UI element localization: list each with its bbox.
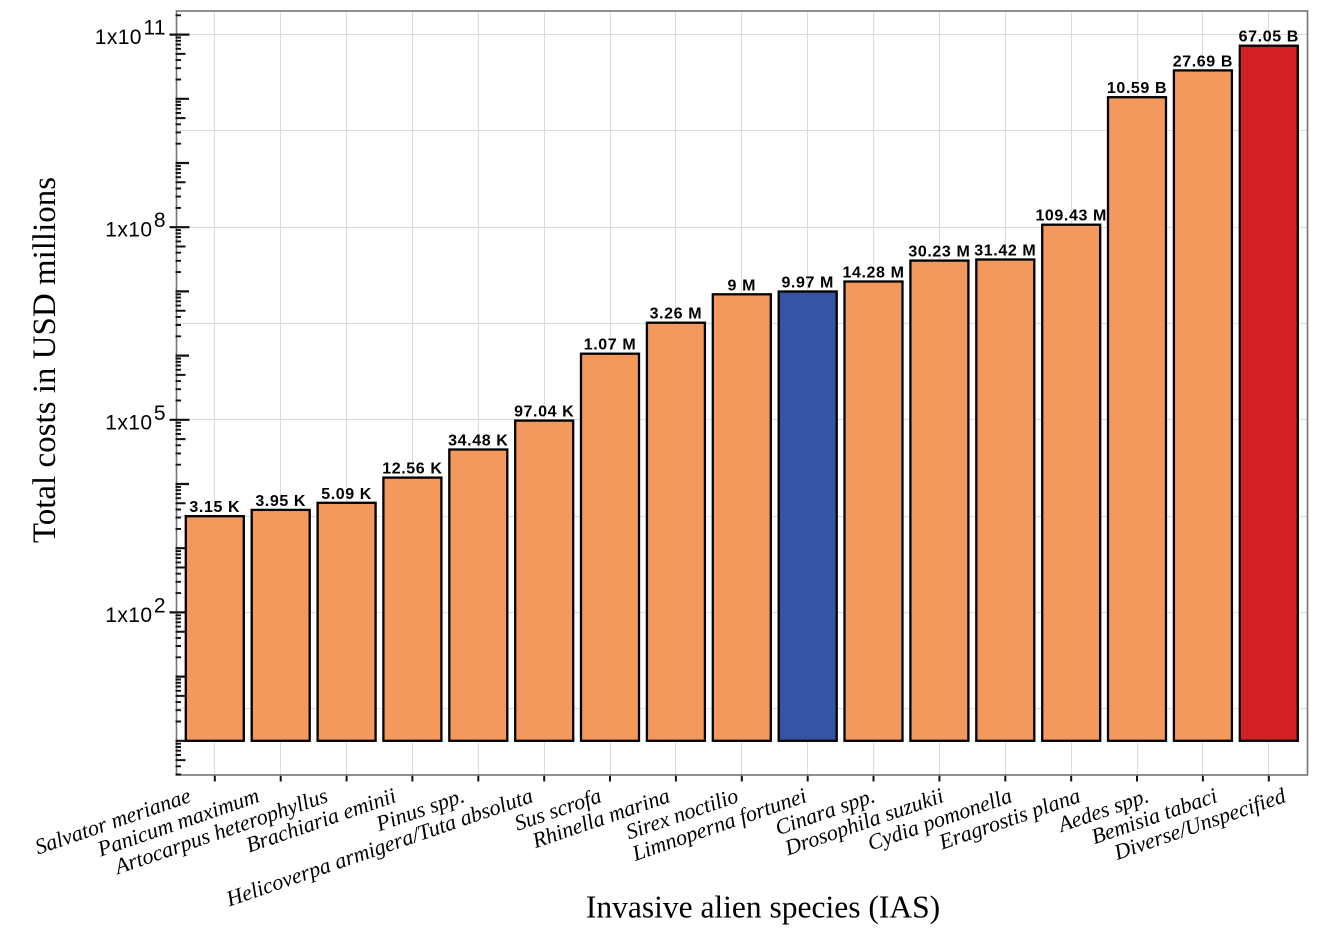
svg-text:Total costs in USD millions: Total costs in USD millions — [27, 177, 63, 543]
svg-text:Invasive alien species (IAS): Invasive alien species (IAS) — [586, 890, 940, 925]
svg-text:5.09 K: 5.09 K — [321, 486, 372, 503]
svg-text:31.42 M: 31.42 M — [974, 243, 1036, 260]
svg-text:3.15 K: 3.15 K — [189, 499, 240, 516]
svg-text:1.07 M: 1.07 M — [584, 337, 637, 354]
svg-text:9.97 M: 9.97 M — [781, 275, 834, 292]
svg-text:10.59 B: 10.59 B — [1107, 80, 1167, 97]
svg-text:14.28 M: 14.28 M — [842, 265, 904, 282]
svg-text:3.95 K: 3.95 K — [255, 493, 306, 510]
svg-text:27.69 B: 27.69 B — [1173, 53, 1233, 70]
svg-text:34.48 K: 34.48 K — [448, 433, 508, 450]
svg-text:3.26 M: 3.26 M — [650, 306, 703, 323]
svg-text:9 M: 9 M — [728, 277, 756, 294]
svg-text:30.23 M: 30.23 M — [908, 244, 970, 261]
svg-text:12.56 K: 12.56 K — [382, 461, 442, 478]
svg-text:109.43 M: 109.43 M — [1035, 208, 1107, 225]
svg-text:67.05 B: 67.05 B — [1239, 29, 1299, 46]
svg-text:97.04 K: 97.04 K — [514, 404, 574, 421]
